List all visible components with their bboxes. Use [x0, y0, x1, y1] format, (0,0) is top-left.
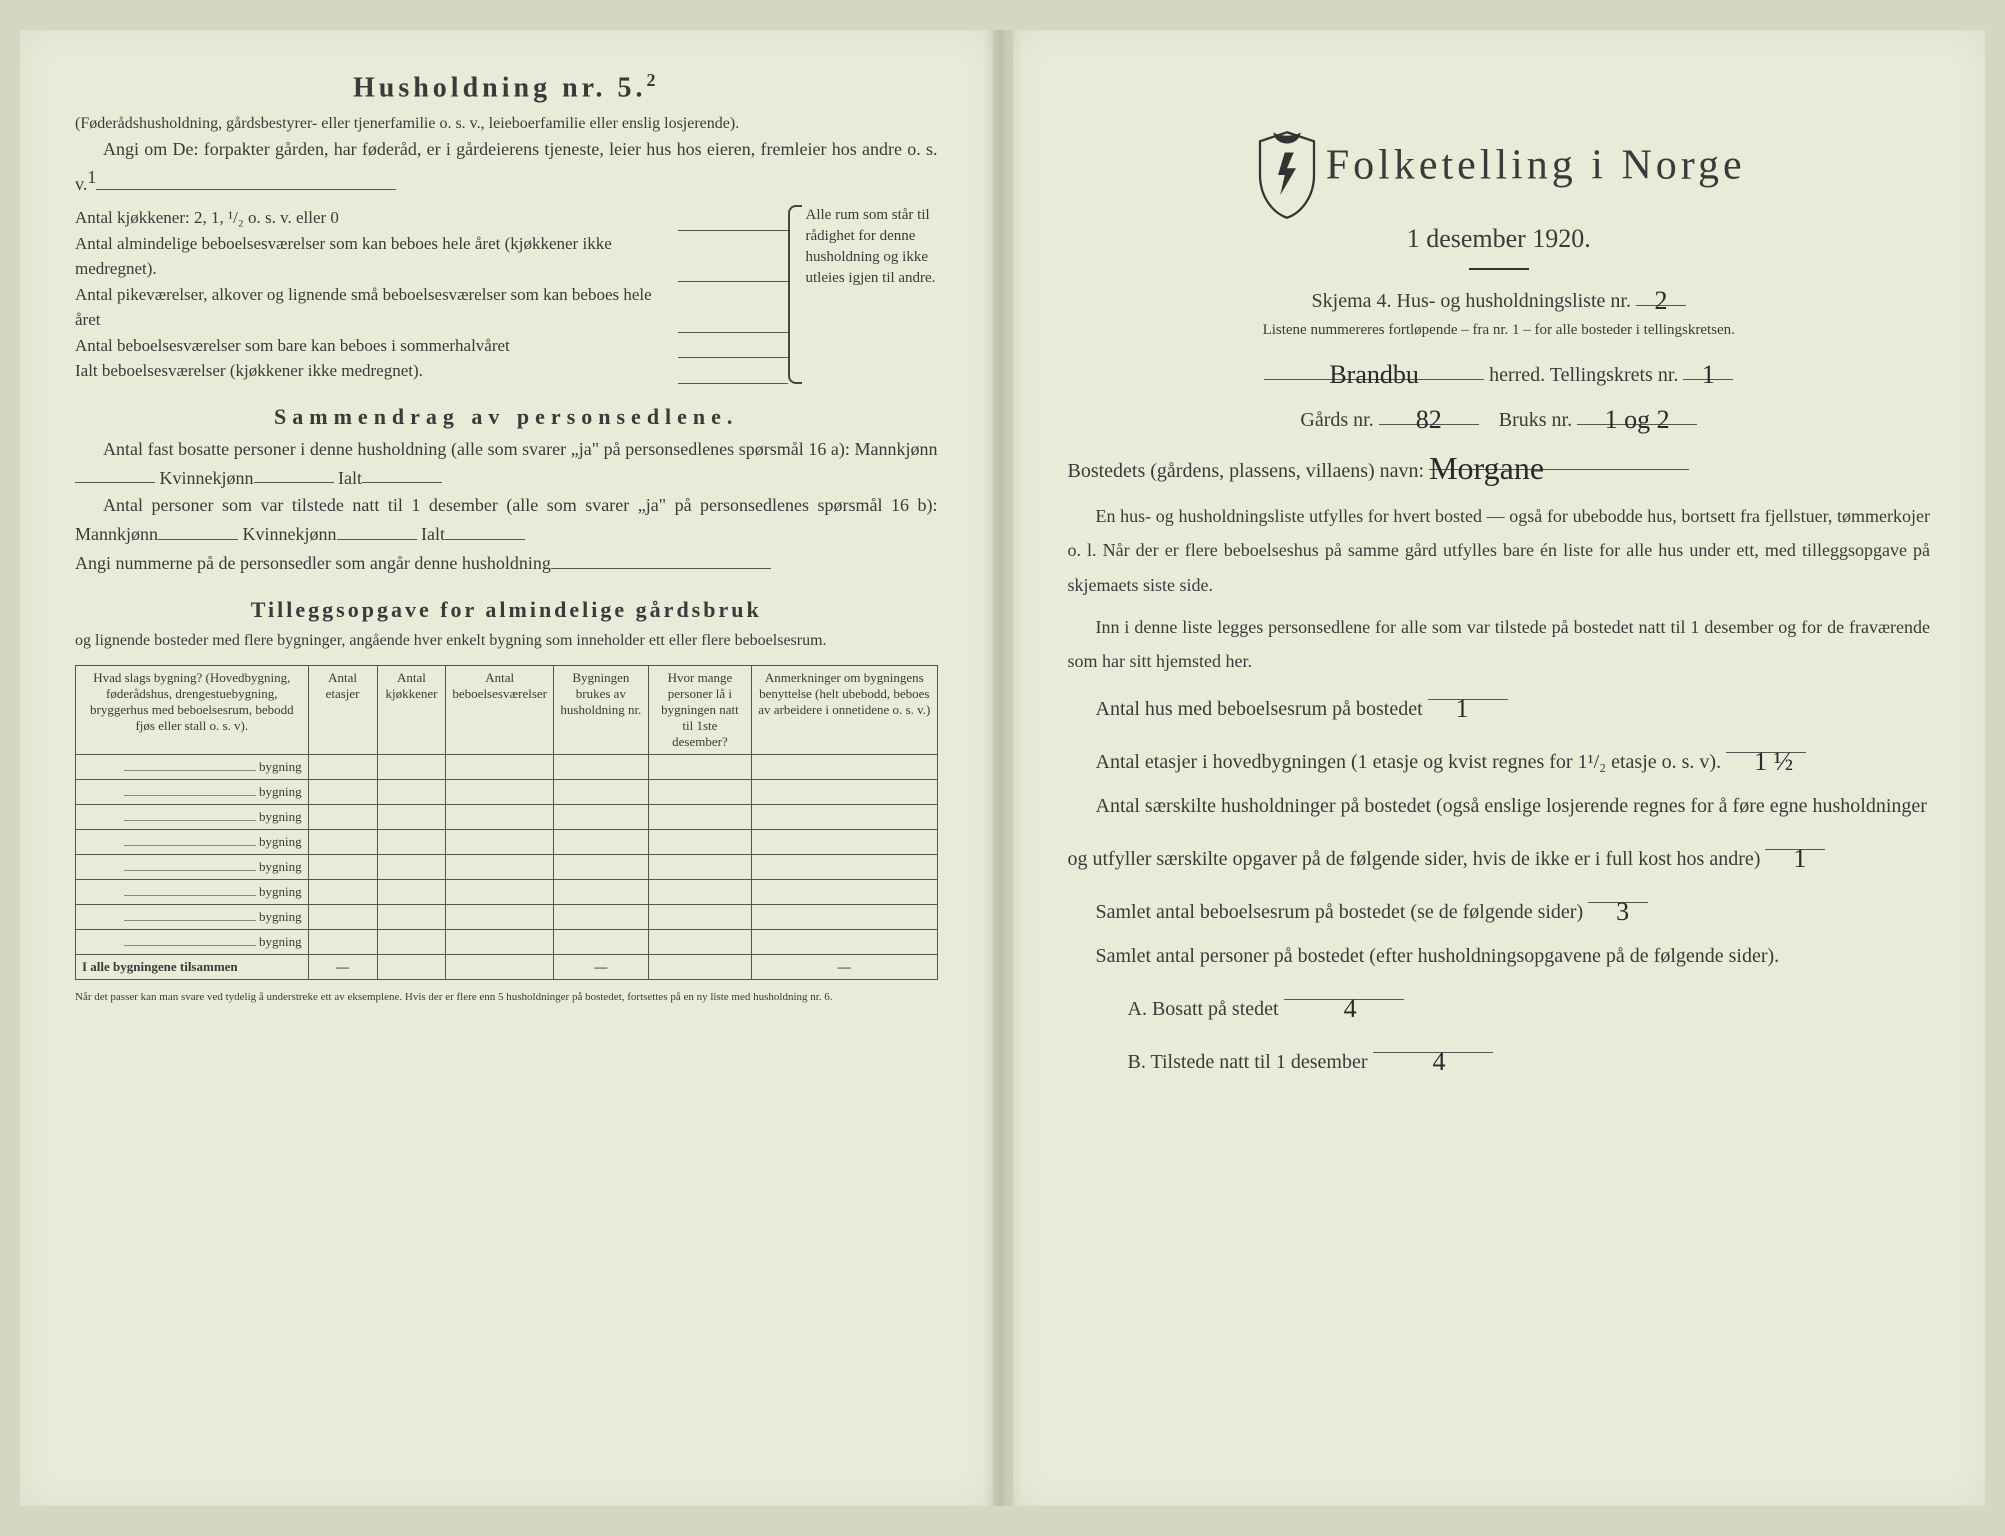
table-row: bygning [76, 805, 938, 830]
table-row: bygning [76, 780, 938, 805]
title-date: 1 desember 1920. [1068, 224, 1931, 254]
sub-angi: Angi om De: forpakter gården, har føderå… [75, 136, 938, 199]
main-title: Folketelling i Norge [1326, 143, 1746, 189]
l4-val: 3 [1616, 897, 1629, 926]
brace-note: Alle rum som står til rådighet for denne… [788, 205, 938, 384]
left-footnote: Når det passer kan man svare ved tydelig… [75, 990, 938, 1004]
table-row: bygning [76, 905, 938, 930]
lB-val: 4 [1433, 1047, 1446, 1076]
th-4: Bygningen brukes av husholdning nr. [553, 666, 648, 755]
l2-val: 1 ½ [1754, 747, 1793, 776]
crest-icon [1252, 130, 1322, 220]
item-2: Antal pikeværelser, alkover og lignende … [75, 282, 678, 333]
table-row: bygning [76, 880, 938, 905]
bygning-tbody: bygning bygning bygning bygning bygning … [76, 755, 938, 955]
summary-p2: Antal personer som var tilstede natt til… [75, 492, 938, 549]
th-3: Antal beboelsesværelser [446, 666, 554, 755]
th-2: Antal kjøkkener [377, 666, 446, 755]
th-6: Anmerkninger om bygningens benyttelse (h… [752, 666, 937, 755]
th-5: Hvor mange personer lå i bygningen natt … [648, 666, 751, 755]
table-row: bygning [76, 755, 938, 780]
para-1: En hus- og husholdningsliste utfylles fo… [1068, 499, 1931, 602]
l3-val: 1 [1793, 844, 1806, 873]
lB: B. Tilstede natt til 1 desember 4 [1068, 1031, 1931, 1084]
bruks-nr: 1 og 2 [1605, 405, 1670, 434]
table-row: bygning [76, 855, 938, 880]
summary-title: Sammendrag av personsedlene. [75, 404, 938, 430]
totals-row: I alle bygningene tilsammen — — — [76, 955, 938, 980]
skjema-nr: 2 [1654, 286, 1667, 315]
left-page: Husholdning nr. 5.2 (Føderådshusholdning… [20, 30, 993, 1506]
header-block: Folketelling i Norge 1 desember 1920. [1068, 130, 1931, 270]
tillegg-title: Tilleggsopgave for almindelige gårdsbruk [75, 597, 938, 623]
l1: Antal hus med beboelsesrum på bostedet 1 [1068, 678, 1931, 731]
item-0: Antal kjøkkener: 2, 1, ¹/₂ o. s. v. elle… [75, 205, 678, 231]
tillegg-sub: og lignende bosteder med flere bygninger… [75, 629, 938, 653]
summary-p3: Angi nummerne på de personsedler som ang… [75, 549, 938, 578]
bosted-value: Morgane [1429, 450, 1544, 486]
krets-nr: 1 [1702, 360, 1715, 389]
lA-val: 4 [1344, 994, 1357, 1023]
heading-super: 2 [647, 70, 660, 90]
item-4: Ialt beboelsesværelser (kjøkkener ikke m… [75, 358, 678, 384]
table-row: bygning [76, 830, 938, 855]
th-0: Hvad slags bygning? (Hovedbygning, føder… [76, 666, 309, 755]
l5: Samlet antal personer på bostedet (efter… [1068, 934, 1931, 978]
item-3: Antal beboelsesværelser som bare kan beb… [75, 333, 678, 359]
page-fold [983, 30, 1003, 1506]
blank-angi [96, 170, 396, 190]
hr-short [1469, 268, 1529, 270]
left-heading: Husholdning nr. 5.2 [75, 70, 938, 104]
right-page: Folketelling i Norge 1 desember 1920. Sk… [1013, 30, 1986, 1506]
herred-value: Brandbu [1329, 360, 1419, 389]
l3: Antal særskilte husholdninger på bostede… [1068, 784, 1931, 881]
l4: Samlet antal beboelsesrum på bostedet (s… [1068, 881, 1931, 934]
th-1: Antal etasjer [308, 666, 377, 755]
room-list-block: Antal kjøkkener: 2, 1, ¹/₂ o. s. v. elle… [75, 205, 938, 384]
heading-text: Husholdning nr. 5. [353, 72, 647, 103]
l2: Antal etasjer i hovedbygningen (1 etasje… [1068, 731, 1931, 784]
gards-row: Gårds nr. 82 Bruks nr. 1 og 2 [1068, 403, 1931, 432]
item-1: Antal almindelige beboelsesværelser som … [75, 231, 678, 282]
herred-row: Brandbu herred. Tellingskrets nr. 1 [1068, 358, 1931, 387]
para-2: Inn i denne liste legges personsedlene f… [1068, 610, 1931, 678]
note-line: Listene nummereres fortløpende – fra nr.… [1068, 319, 1931, 342]
gards-nr: 82 [1416, 405, 1442, 434]
skjema-line: Skjema 4. Hus- og husholdningsliste nr. … [1068, 284, 1931, 313]
sub-paren: (Føderådshusholdning, gårdsbestyrer- ell… [75, 112, 938, 136]
summary-p1: Antal fast bosatte personer i denne hush… [75, 436, 938, 493]
bosted-row: Bostedets (gårdens, plassens, villaens) … [1068, 448, 1931, 483]
l1-val: 1 [1456, 694, 1469, 723]
bygning-table: Hvad slags bygning? (Hovedbygning, føder… [75, 665, 938, 980]
page-fold-r [1003, 30, 1023, 1506]
lA: A. Bosatt på stedet 4 [1068, 978, 1931, 1031]
table-row: bygning [76, 930, 938, 955]
